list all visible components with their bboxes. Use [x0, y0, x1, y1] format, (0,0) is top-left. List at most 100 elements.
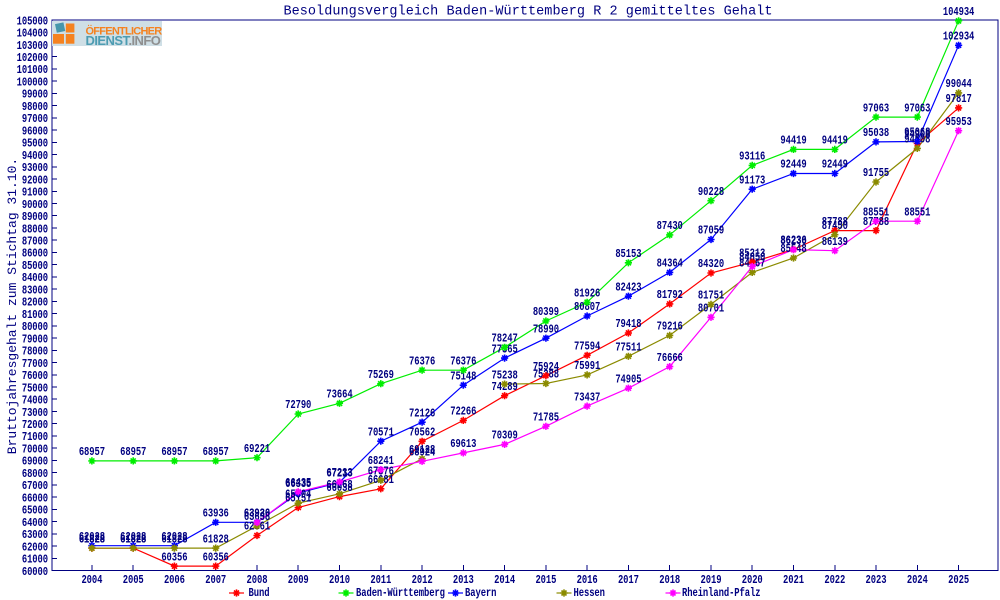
svg-text:2024: 2024: [907, 574, 928, 587]
svg-text:92449: 92449: [822, 159, 848, 172]
svg-text:63920: 63920: [244, 508, 270, 521]
svg-text:2020: 2020: [742, 574, 763, 587]
svg-text:94419: 94419: [780, 135, 806, 148]
svg-text:68000: 68000: [22, 468, 48, 481]
svg-text:71000: 71000: [22, 431, 48, 444]
svg-text:62028: 62028: [161, 531, 187, 544]
svg-text:97817: 97817: [946, 93, 972, 106]
svg-text:2018: 2018: [659, 574, 680, 587]
svg-text:63936: 63936: [203, 508, 229, 521]
svg-text:67233: 67233: [326, 467, 352, 480]
svg-text:75148: 75148: [450, 370, 476, 383]
svg-text:67000: 67000: [22, 480, 48, 493]
svg-text:2022: 2022: [824, 574, 845, 587]
svg-text:70000: 70000: [22, 444, 48, 457]
svg-text:93000: 93000: [22, 162, 48, 175]
svg-text:95000: 95000: [22, 138, 48, 151]
svg-text:60356: 60356: [161, 551, 187, 564]
svg-text:2005: 2005: [123, 574, 144, 587]
svg-text:61828: 61828: [161, 533, 187, 546]
svg-text:92000: 92000: [22, 174, 48, 187]
svg-text:72000: 72000: [22, 419, 48, 432]
svg-text:75000: 75000: [22, 382, 48, 395]
svg-text:72790: 72790: [285, 399, 311, 412]
svg-text:DIENST.INFO: DIENST.INFO: [86, 33, 161, 48]
svg-text:82000: 82000: [22, 297, 48, 310]
svg-text:96000: 96000: [22, 125, 48, 138]
svg-text:81751: 81751: [698, 290, 724, 303]
svg-text:103000: 103000: [17, 40, 48, 53]
svg-text:86139: 86139: [822, 236, 848, 249]
svg-text:61828: 61828: [120, 533, 146, 546]
svg-text:61828: 61828: [79, 533, 105, 546]
svg-text:66038: 66038: [326, 482, 352, 495]
svg-text:62000: 62000: [22, 541, 48, 554]
svg-text:95068: 95068: [904, 127, 930, 140]
svg-text:101000: 101000: [17, 64, 48, 77]
svg-text:81000: 81000: [22, 309, 48, 322]
svg-text:95038: 95038: [863, 127, 889, 140]
svg-text:89000: 89000: [22, 211, 48, 224]
svg-text:91000: 91000: [22, 187, 48, 200]
svg-text:102000: 102000: [17, 52, 48, 65]
svg-text:80701: 80701: [698, 303, 724, 316]
svg-text:84000: 84000: [22, 272, 48, 285]
svg-text:66435: 66435: [285, 477, 311, 490]
svg-text:78247: 78247: [492, 333, 518, 346]
svg-text:88000: 88000: [22, 223, 48, 236]
svg-text:87430: 87430: [657, 220, 683, 233]
svg-text:83000: 83000: [22, 284, 48, 297]
svg-text:79000: 79000: [22, 333, 48, 346]
svg-text:92449: 92449: [780, 159, 806, 172]
svg-text:70309: 70309: [492, 430, 518, 443]
svg-text:75269: 75269: [368, 369, 394, 382]
svg-text:62028: 62028: [79, 531, 105, 544]
svg-text:62028: 62028: [120, 531, 146, 544]
svg-text:2009: 2009: [288, 574, 309, 587]
svg-text:78000: 78000: [22, 346, 48, 359]
svg-text:85213: 85213: [739, 247, 765, 260]
svg-text:76666: 76666: [657, 352, 683, 365]
svg-text:Hessen: Hessen: [574, 587, 605, 600]
svg-text:65151: 65151: [285, 493, 311, 506]
svg-text:67213: 67213: [326, 468, 352, 481]
svg-text:88551: 88551: [904, 206, 930, 219]
svg-text:60356: 60356: [203, 551, 229, 564]
svg-text:98000: 98000: [22, 101, 48, 114]
svg-text:97063: 97063: [863, 102, 889, 115]
svg-text:61828: 61828: [120, 533, 146, 546]
svg-text:80000: 80000: [22, 321, 48, 334]
svg-text:94000: 94000: [22, 150, 48, 163]
svg-text:65000: 65000: [22, 505, 48, 518]
svg-text:93116: 93116: [739, 151, 765, 164]
svg-text:68957: 68957: [203, 446, 229, 459]
svg-text:71785: 71785: [533, 412, 559, 425]
svg-text:76000: 76000: [22, 370, 48, 383]
svg-text:2014: 2014: [494, 574, 515, 587]
svg-text:70571: 70571: [368, 426, 394, 439]
svg-text:88551: 88551: [863, 206, 889, 219]
svg-text:73664: 73664: [326, 389, 352, 402]
svg-text:86230: 86230: [780, 235, 806, 248]
svg-text:77000: 77000: [22, 358, 48, 371]
svg-text:68957: 68957: [120, 446, 146, 459]
svg-text:87450: 87450: [822, 220, 848, 233]
svg-text:ÖFFENTLICHER: ÖFFENTLICHER: [86, 25, 163, 38]
svg-text:72266: 72266: [450, 406, 476, 419]
svg-text:77511: 77511: [615, 342, 641, 355]
svg-text:75991: 75991: [574, 360, 600, 373]
svg-text:95953: 95953: [946, 116, 972, 129]
svg-text:74905: 74905: [615, 373, 641, 386]
svg-text:69128: 69128: [409, 444, 435, 457]
svg-text:100000: 100000: [17, 77, 48, 90]
svg-text:84850: 84850: [739, 252, 765, 265]
svg-text:2011: 2011: [370, 574, 391, 587]
svg-text:66000: 66000: [22, 492, 48, 505]
svg-text:81792: 81792: [657, 289, 683, 302]
svg-text:2004: 2004: [81, 574, 102, 587]
svg-text:82423: 82423: [615, 281, 641, 294]
svg-text:75238: 75238: [492, 369, 518, 382]
svg-text:2007: 2007: [205, 574, 226, 587]
svg-text:97063: 97063: [904, 102, 930, 115]
svg-text:2006: 2006: [164, 574, 185, 587]
